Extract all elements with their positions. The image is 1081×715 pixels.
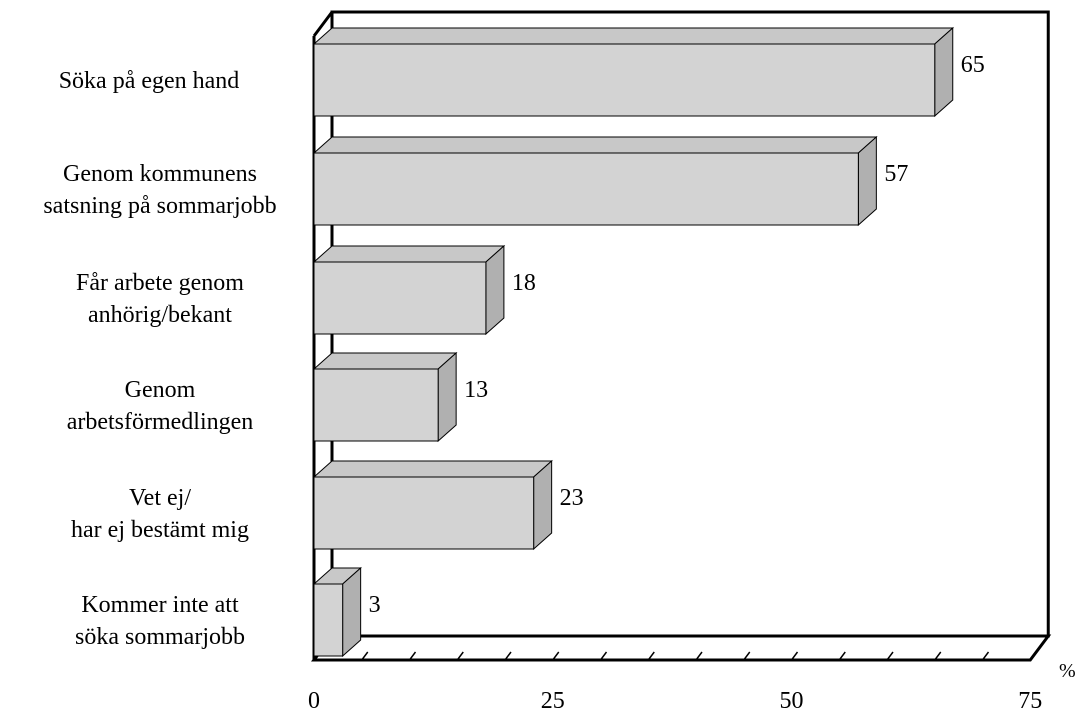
x-minor-tick	[886, 651, 894, 661]
bar-top-face	[312, 460, 553, 478]
bar	[312, 244, 506, 336]
x-minor-tick	[599, 651, 608, 661]
bars	[312, 26, 955, 658]
x-minor-tick	[981, 651, 990, 661]
bar-top-face	[312, 136, 878, 154]
bar-front-face	[313, 583, 344, 657]
bar-side-face	[342, 566, 362, 658]
x-minor-tick	[552, 651, 560, 661]
category-label-line: Söka på egen hand	[59, 68, 240, 94]
category-label-line: Vet ej/	[129, 485, 191, 511]
bar-side-face	[437, 351, 457, 443]
x-tick-label: 75	[1018, 688, 1042, 714]
category-label-line: Genom	[125, 377, 196, 403]
bar-side-face	[934, 26, 954, 118]
bar-top-face	[312, 352, 458, 370]
x-tick-label: 25	[541, 688, 565, 714]
bar-top-face	[312, 245, 506, 263]
value-labels: 65 57 18 13 23 3	[369, 52, 985, 618]
bar-front-face	[313, 368, 439, 442]
x-minor-tick	[1029, 651, 1037, 661]
value-label: 65	[961, 52, 985, 78]
category-label-line: arbetsförmedlingen	[67, 409, 254, 435]
bar	[312, 459, 553, 551]
bar	[312, 135, 878, 227]
category-labels: Söka på egen hand Genom kommunens satsning…	[43, 68, 276, 650]
x-tick-label: 0	[308, 688, 320, 714]
left-wall-top-edge	[312, 11, 334, 37]
value-label: 13	[464, 377, 488, 403]
category-label: Söka på egen hand	[59, 68, 240, 94]
category-label-line: Får arbete genom	[76, 270, 244, 296]
category-label-line: satsning på sommarjobb	[43, 193, 276, 219]
bar-side-face	[533, 459, 553, 551]
x-axis: 0 25 50 75	[308, 688, 1042, 714]
x-minor-tick	[695, 651, 703, 661]
x-minor-tick	[838, 651, 846, 661]
category-label: Genom arbetsförmedlingen	[67, 377, 254, 435]
category-label: Genom kommunens satsning på sommarjobb	[43, 161, 276, 219]
bar	[312, 26, 955, 118]
x-minor-tick	[790, 651, 799, 661]
x-tick-label: 50	[780, 688, 804, 714]
category-label-line: Genom kommunens	[63, 161, 257, 187]
category-label: Kommer inte att söka sommarjobb	[75, 592, 245, 650]
x-minor-tick	[504, 651, 512, 661]
x-minor-tick	[361, 651, 369, 661]
bar-side-face	[485, 244, 505, 336]
bar-top-face	[312, 27, 955, 45]
category-label-line: anhörig/bekant	[88, 302, 232, 328]
category-label-line: har ej bestämt mig	[71, 517, 249, 543]
x-minor-tick	[408, 651, 417, 661]
category-label-line: söka sommarjobb	[75, 624, 245, 650]
x-minor-tick	[647, 651, 655, 661]
bar-side-face	[857, 135, 877, 227]
category-label: Vet ej/har ej bestämt mig	[71, 485, 249, 543]
bar	[312, 566, 362, 658]
value-label: 18	[512, 270, 536, 296]
x-minor-tick	[456, 651, 464, 661]
bar-front-face	[313, 43, 936, 117]
value-label: 3	[369, 592, 381, 618]
bar	[312, 351, 458, 443]
x-axis-unit: %	[1059, 660, 1076, 682]
x-minor-tick	[934, 651, 942, 661]
x-minor-tick	[743, 651, 751, 661]
bar-front-face	[313, 476, 535, 550]
bar-front-face	[313, 152, 859, 226]
category-label-line: Kommer inte att	[81, 592, 239, 618]
value-label: 23	[560, 485, 584, 511]
bar-front-face	[313, 261, 487, 335]
value-label: 57	[884, 161, 908, 187]
category-label: Får arbete genom anhörig/bekant	[76, 270, 244, 328]
